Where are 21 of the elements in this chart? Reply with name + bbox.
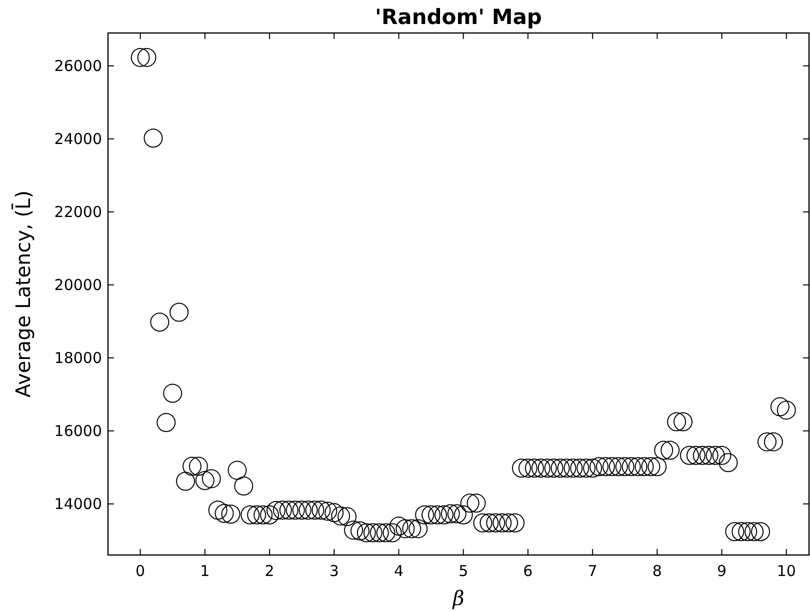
y-tick-label: 22000 [54, 203, 102, 222]
y-tick-label: 26000 [54, 57, 102, 76]
y-tick-label: 24000 [54, 130, 102, 148]
y-tick-label: 20000 [54, 276, 102, 294]
x-tick-label: 2 [264, 562, 274, 580]
x-tick-label: 7 [588, 562, 598, 580]
x-tick-label: 8 [652, 562, 662, 580]
x-tick-label: 4 [394, 562, 404, 580]
x-tick-label: 10 [776, 562, 796, 580]
y-tick-label: 14000 [54, 495, 102, 514]
x-tick-label: 3 [329, 562, 339, 580]
x-tick-label: 9 [717, 562, 727, 580]
x-tick-label: 6 [523, 562, 533, 580]
y-tick-label: 16000 [54, 422, 102, 440]
x-tick-label: 1 [200, 562, 210, 580]
chart-title: 'Random' Map [375, 5, 542, 29]
y-tick-label: 18000 [54, 349, 102, 368]
y-axis-title: Average Latency, (L̄) [11, 190, 35, 398]
x-tick-label: 0 [136, 562, 146, 580]
x-axis-title: β [452, 586, 464, 610]
x-tick-label: 5 [458, 562, 468, 580]
